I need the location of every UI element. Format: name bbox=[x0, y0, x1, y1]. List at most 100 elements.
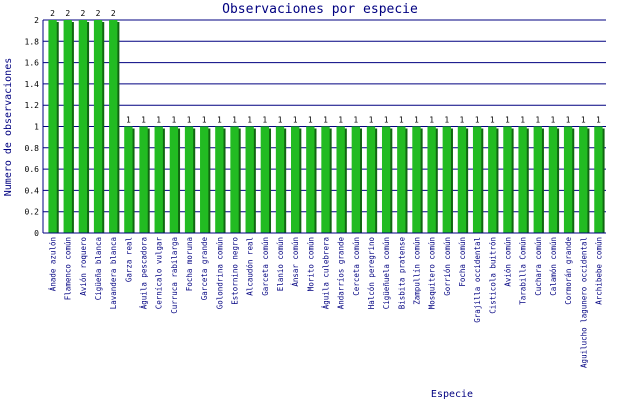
y-axis-ticks: 0 0.2 0.4 0.6 0.8 1 1.2 1.4 1.6 1.8 2 bbox=[25, 16, 40, 238]
category-label: Cernícalo vulgar bbox=[155, 237, 164, 310]
value-label: 2 bbox=[65, 9, 70, 18]
y-tick-label: 0 bbox=[34, 229, 39, 238]
value-label: 1 bbox=[232, 116, 237, 125]
y-tick-label: 1.8 bbox=[25, 37, 40, 46]
category-label: Aguilucho lagunero occidental bbox=[579, 237, 588, 368]
bar bbox=[184, 126, 194, 233]
y-tick-label: 1 bbox=[34, 123, 39, 132]
value-label: 1 bbox=[520, 116, 525, 125]
category-label: Cigüeña blanca bbox=[94, 237, 103, 300]
bar bbox=[275, 126, 285, 233]
value-label: 1 bbox=[596, 116, 601, 125]
value-label: 1 bbox=[475, 116, 480, 125]
bar bbox=[381, 126, 391, 233]
value-label: 2 bbox=[96, 9, 101, 18]
category-label: Cisticola buitrón bbox=[488, 237, 497, 314]
y-tick-label: 1.6 bbox=[25, 59, 40, 68]
value-label: 1 bbox=[126, 116, 131, 125]
value-label: 1 bbox=[460, 116, 465, 125]
value-label: 1 bbox=[262, 116, 267, 125]
bar bbox=[63, 20, 72, 233]
value-label: 1 bbox=[293, 116, 298, 125]
bar bbox=[78, 20, 88, 233]
category-label: Cuchara común bbox=[534, 237, 543, 296]
category-label: Alcaudón real bbox=[246, 237, 255, 296]
category-label: Garza real bbox=[124, 237, 133, 282]
value-label: 2 bbox=[111, 9, 116, 18]
category-label: Flamenco común bbox=[64, 237, 73, 300]
value-labels: 2 2 2 2 2 1 1 1 1 1 1 1 1 1 1 1 1 1 1 1 1 1 1 1 1 1 1 1 1 1 1 1 1 1 1 1 1 bbox=[50, 9, 601, 125]
bar bbox=[200, 126, 209, 233]
y-tick-label: 1.2 bbox=[25, 101, 40, 110]
bar bbox=[503, 126, 512, 233]
bar bbox=[563, 126, 573, 233]
category-label: Mosquitero común bbox=[428, 237, 437, 309]
y-axis-label: Numero de observaciones bbox=[3, 58, 14, 196]
category-label: Zampullín común bbox=[412, 237, 421, 305]
category-label: Focha moruna bbox=[185, 237, 194, 291]
value-label: 1 bbox=[581, 116, 586, 125]
chart-title: Observaciones por especie bbox=[222, 2, 418, 17]
bar bbox=[442, 126, 451, 233]
x-axis-label: Especie bbox=[431, 389, 473, 400]
value-label: 1 bbox=[490, 116, 495, 125]
category-label: Gorrión común bbox=[443, 237, 452, 296]
value-label: 1 bbox=[156, 116, 161, 125]
category-label: Andarríos grande bbox=[337, 237, 346, 310]
bar bbox=[139, 126, 148, 233]
category-label: Morito común bbox=[306, 237, 315, 291]
value-label: 1 bbox=[217, 116, 222, 125]
bar bbox=[154, 126, 163, 233]
category-label: Tarabilla Común bbox=[519, 237, 528, 305]
bar bbox=[109, 20, 118, 233]
value-label: 1 bbox=[566, 116, 571, 125]
value-label: 1 bbox=[551, 116, 556, 125]
category-label: Curruca rabilarga bbox=[170, 237, 179, 314]
bar bbox=[291, 126, 300, 233]
bar bbox=[230, 126, 239, 233]
category-label: Cerceta común bbox=[352, 237, 361, 296]
bar bbox=[533, 126, 542, 233]
category-label: Lavandera blanca bbox=[109, 237, 118, 309]
category-label: Focha común bbox=[458, 237, 467, 287]
value-label: 1 bbox=[414, 116, 419, 125]
value-label: 1 bbox=[369, 116, 374, 125]
bar bbox=[412, 126, 421, 233]
value-label: 1 bbox=[444, 116, 449, 125]
category-label: Archibebe común bbox=[594, 237, 603, 305]
category-label: Ánade azulón bbox=[49, 237, 58, 291]
value-label: 1 bbox=[429, 116, 434, 125]
bar bbox=[366, 126, 376, 233]
value-label: 1 bbox=[384, 116, 389, 125]
value-label: 1 bbox=[505, 116, 510, 125]
value-label: 2 bbox=[50, 9, 55, 18]
value-label: 2 bbox=[80, 9, 85, 18]
category-label: Avión roquero bbox=[79, 237, 88, 296]
bar bbox=[397, 126, 406, 233]
y-tick-label: 0.4 bbox=[25, 186, 40, 195]
y-tick-label: 0.6 bbox=[25, 165, 40, 174]
category-label: Águila pescadora bbox=[140, 237, 149, 309]
value-label: 1 bbox=[308, 116, 313, 125]
category-label: Avión común bbox=[503, 237, 512, 287]
bar bbox=[579, 126, 588, 233]
bar bbox=[93, 20, 103, 233]
value-label: 1 bbox=[202, 116, 207, 125]
value-label: 1 bbox=[353, 116, 358, 125]
x-axis-categories: Ánade azulón Flamenco común Avión roquero C… bbox=[49, 237, 604, 368]
bar bbox=[457, 126, 467, 233]
y-tick-label: 0.8 bbox=[25, 144, 40, 153]
bar bbox=[336, 126, 345, 233]
value-label: 1 bbox=[171, 116, 176, 125]
bar bbox=[351, 126, 360, 233]
category-label: Elanio común bbox=[276, 237, 285, 291]
bars bbox=[48, 20, 605, 233]
bar bbox=[245, 126, 254, 233]
bar bbox=[215, 126, 224, 233]
category-label: Ánsar común bbox=[291, 237, 300, 287]
value-label: 1 bbox=[278, 116, 283, 125]
category-label: Grajilla occidental bbox=[473, 237, 482, 323]
bar bbox=[548, 126, 558, 233]
value-label: 1 bbox=[535, 116, 540, 125]
